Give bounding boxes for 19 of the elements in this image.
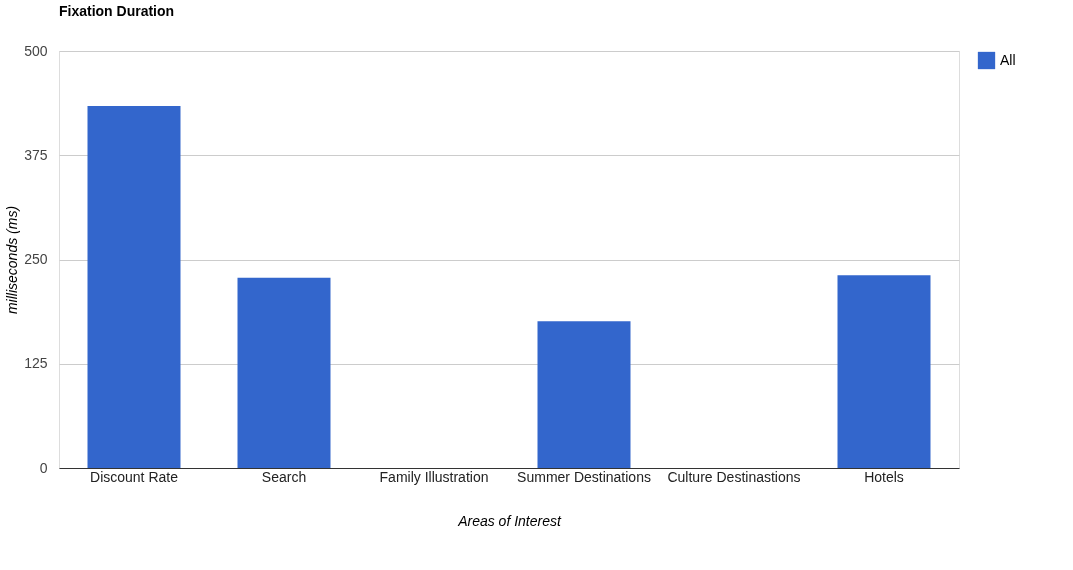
bar (237, 277, 331, 468)
x-tick-label: Summer Destinations (517, 468, 651, 485)
y-tick-label: 0 (39, 459, 48, 476)
x-tick-label: Discount Rate (90, 468, 179, 485)
y-tick-label: 500 (24, 42, 48, 59)
y-tick-label: 125 (24, 355, 48, 372)
bar (537, 321, 631, 468)
y-axis-title: milliseconds (ms) (4, 205, 21, 315)
legend-label: All (1000, 51, 1016, 68)
x-tick-label: Search (261, 468, 307, 485)
y-tick-label: 250 (24, 251, 48, 267)
bar (87, 106, 181, 468)
bar (837, 275, 931, 468)
x-tick-label: Family Illustration (379, 468, 489, 485)
y-tick-label: 375 (24, 146, 48, 163)
x-tick-label: Hotels (864, 468, 904, 485)
x-axis-title: Areas of Interest (457, 512, 562, 529)
chart-title: Fixation Duration (59, 3, 175, 19)
x-tick-label: Culture Destinastions (667, 468, 801, 485)
